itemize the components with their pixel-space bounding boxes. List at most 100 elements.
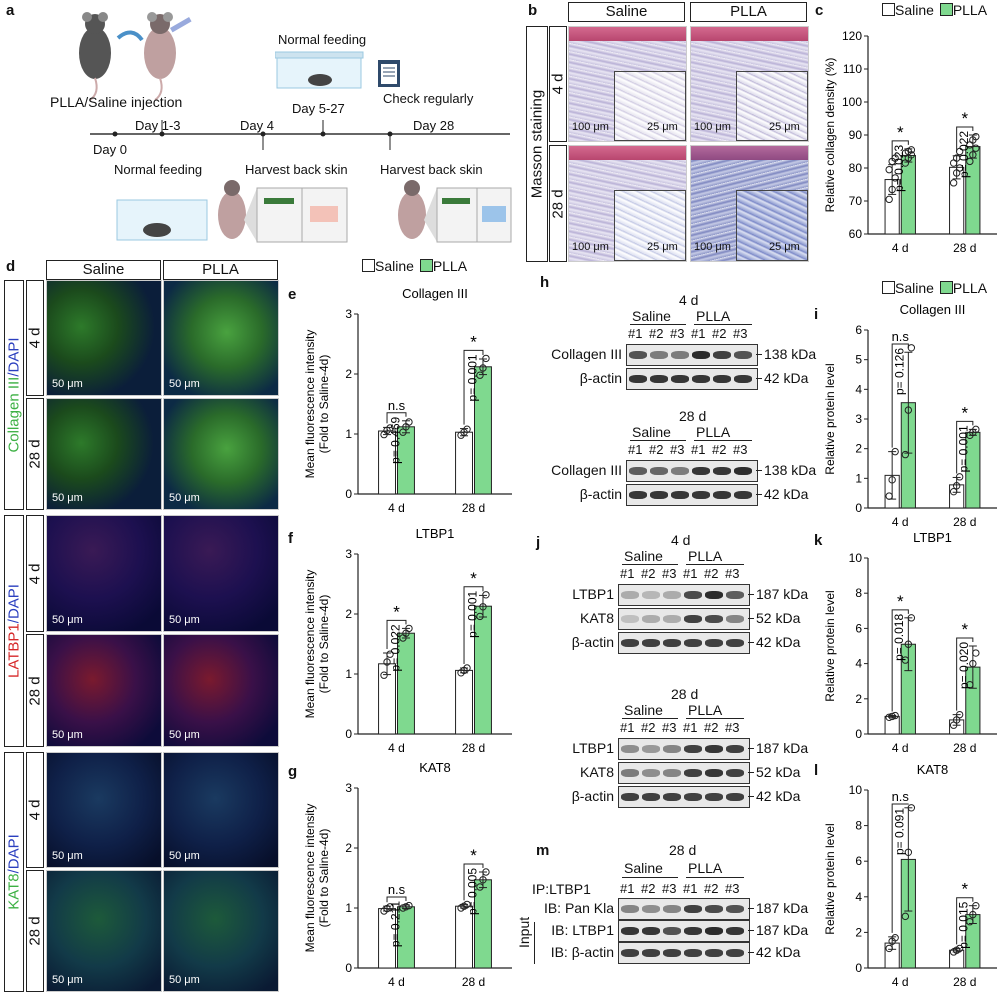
y-tick-label: 60 [849, 227, 863, 241]
panel-letter-g: g [288, 763, 298, 780]
data-point [463, 664, 471, 672]
significance-mark: n.s [388, 882, 406, 897]
blot-band [713, 467, 731, 475]
legend-saline-swatch [882, 281, 895, 294]
fluor-row-4: 28 d [26, 634, 44, 747]
significance-mark: * [470, 332, 477, 351]
scalebar-50um: 50 μm [52, 492, 83, 504]
lane-label: #2 [704, 881, 719, 896]
blot-band [629, 467, 647, 475]
blot-band [684, 949, 702, 957]
blot-band [734, 351, 752, 359]
data-point [891, 711, 899, 720]
timeline-axis [90, 120, 510, 150]
scalebar-100um: 100 μm [572, 121, 609, 133]
kda-tick [748, 594, 754, 595]
chart-e: 0 1 2 3 Mean fluorescence intensity (Fold to … [303, 286, 512, 515]
masson-plla-4d-image: 100 μm 25 μm [690, 26, 809, 142]
panel-letter-b: b [528, 2, 538, 19]
y-tick-label: 2 [345, 607, 352, 621]
blot-band [705, 927, 723, 935]
blot-band [692, 491, 710, 499]
lane-label: #3 [733, 442, 748, 457]
data-point [969, 910, 977, 919]
data-point [904, 848, 913, 857]
input-bracket [534, 922, 535, 964]
lane-label: #3 [670, 442, 685, 457]
data-point [891, 174, 899, 182]
scalebar-50um: 50 μm [169, 850, 200, 862]
blot-band [663, 745, 681, 753]
masson-plla-28d-image: 100 μm 25 μm [690, 145, 809, 262]
y-tick-label: 90 [849, 128, 863, 142]
y-tick-label: 3 [855, 412, 862, 426]
data-point [952, 482, 961, 490]
kda-label: 42 kDa [756, 944, 801, 960]
blot-row-label: KAT8 [580, 764, 614, 780]
collagen-plla-4d-image: 50 μm [163, 280, 279, 396]
harvest-1-label: Harvest back skin [245, 162, 348, 177]
blot-plla-label: PLLA [696, 424, 731, 440]
blot-band [726, 615, 744, 623]
data-point [386, 903, 394, 911]
blot-strip [618, 762, 750, 784]
p-value-label: p= 0.469 [389, 416, 403, 463]
kda-tick [756, 470, 762, 471]
data-point [479, 603, 487, 611]
blot-band [650, 351, 668, 359]
blot-band [726, 769, 744, 777]
x-tick-label: 28 d [953, 741, 976, 755]
panel-letter-f: f [288, 530, 293, 547]
data-point [891, 447, 899, 456]
blot-band [705, 639, 723, 647]
significance-mark: * [961, 880, 968, 899]
blot-band [671, 351, 689, 359]
y-axis-label: Mean fluorescence intensity [303, 570, 317, 719]
data-point [888, 476, 896, 484]
significance-mark: * [897, 123, 904, 142]
latbp1-stain-name: LATBP1 [5, 623, 23, 678]
scalebar-25um: 25 μm [647, 121, 678, 133]
data-point [966, 681, 974, 689]
y-tick-label: 2 [345, 367, 352, 381]
masson-row-4d: 4 d [549, 26, 567, 142]
chart-c: 60 70 80 90 100 110 120 Relative collagen densi… [823, 29, 997, 255]
data-point [966, 918, 974, 926]
data-point [901, 912, 910, 921]
significance-bracket [386, 619, 407, 649]
data-point [405, 624, 413, 633]
dapi-stain-name: /DAPI [5, 584, 23, 624]
x-tick-label: 4 d [892, 515, 909, 529]
data-point [955, 710, 964, 719]
significance-mark: * [470, 569, 477, 588]
check-regularly-label: Check regularly [383, 91, 474, 106]
blot-band [705, 905, 723, 913]
group-line [686, 877, 744, 878]
chart-f: 0 1 2 3 Mean fluorescence intensity (Fold to … [303, 526, 512, 755]
kda-label: 52 kDa [756, 764, 801, 780]
blot-band [671, 491, 689, 499]
y-tick-label: 110 [843, 62, 862, 76]
panel-letter-k: k [814, 532, 823, 549]
data-point [969, 151, 977, 159]
lane-label: #3 [662, 881, 677, 896]
x-tick-label: 28 d [462, 501, 485, 515]
group-collagen-text: Collagen III/DAPI [6, 337, 23, 452]
kda-tick [748, 930, 754, 931]
blot-band [621, 591, 639, 599]
y-tick-label: 3 [345, 547, 352, 561]
scalebar-25um: 25 μm [647, 241, 678, 253]
data-point [482, 354, 490, 363]
y-tick-label: 6 [855, 854, 862, 868]
blot-strip [626, 460, 758, 482]
p-value-label: p= 0.020 [957, 642, 971, 689]
blot-band [621, 745, 639, 753]
lane-label: #1 [620, 720, 635, 735]
dapi-stain-name: /DAPI [5, 337, 23, 377]
lane-label: #2 [641, 720, 656, 735]
blot-plla-label: PLLA [688, 702, 723, 718]
blot-band [650, 467, 668, 475]
group-line [622, 877, 678, 878]
row-28d-text: 28 d [26, 439, 44, 469]
blot-band [629, 351, 647, 359]
